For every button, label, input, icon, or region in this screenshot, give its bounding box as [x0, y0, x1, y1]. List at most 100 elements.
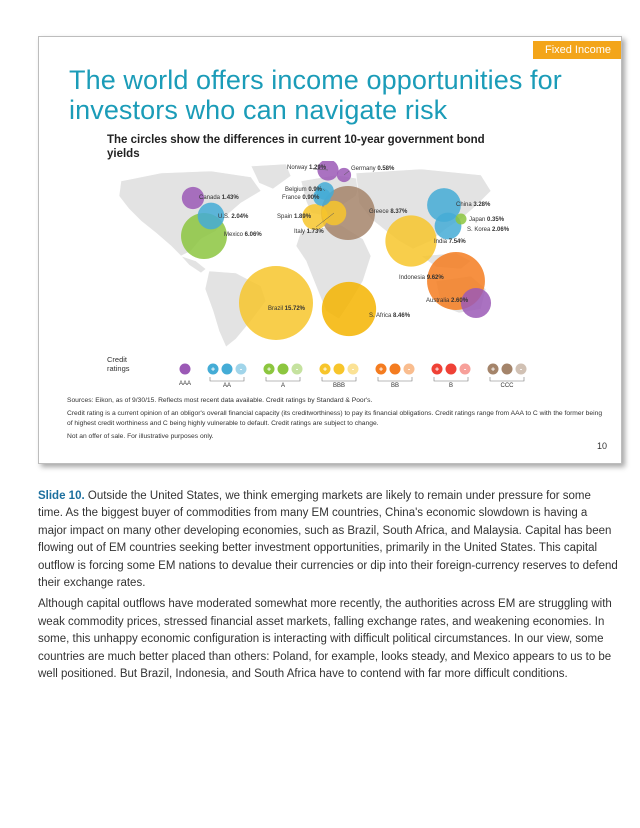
- label-country: Indonesia: [399, 275, 427, 281]
- label-country: S. Korea: [467, 227, 493, 233]
- label-yield: 0.35%: [487, 217, 505, 223]
- label-indonesia: Indonesia 9.62%: [399, 275, 444, 282]
- label-country: Canada: [199, 195, 222, 201]
- label-yield: 2.06%: [492, 227, 510, 233]
- label-s-africa: S. Africa 8.46%: [369, 313, 410, 320]
- label-australia: Australia 2.60%: [426, 298, 468, 305]
- label-yield: 0.9%: [308, 187, 323, 193]
- rating-sign: -: [296, 367, 299, 374]
- label-country: Spain: [277, 214, 295, 220]
- label-yield: 2.60%: [451, 298, 469, 304]
- sources-text: Sources: Eikon, as of 9/30/15. Reflects …: [67, 397, 373, 404]
- slide-title: The world offers income opportunities fo…: [69, 65, 562, 125]
- rating-bracket-aa: [209, 377, 245, 382]
- rating-dot-ccc-0: [487, 363, 499, 375]
- rating-dot-aa-0: [207, 363, 219, 375]
- rating-sign: -: [240, 367, 243, 374]
- central-america-shape: [180, 255, 207, 274]
- rating-dot-bbb-2: [347, 363, 359, 375]
- rating-dot-aa-2: [235, 363, 247, 375]
- section-tag: Fixed Income: [532, 41, 621, 59]
- rating-dot-bbb-0: [319, 363, 331, 375]
- rating-dot-ccc-1: [501, 363, 513, 375]
- label-mexico: Mexico 6.06%: [224, 232, 262, 239]
- rating-dot-bbb-1: [333, 363, 345, 375]
- rating-dot-b-2: [459, 363, 471, 375]
- rating-label-bb: BB: [391, 383, 399, 389]
- label-yield: 9.62%: [426, 275, 444, 281]
- rating-label-ccc: CCC: [501, 383, 515, 389]
- label-country: Mexico: [224, 232, 245, 238]
- label-spain: Spain 1.89%: [277, 214, 311, 221]
- credit-ratings-label: Credit ratings: [107, 355, 130, 373]
- bubble-spain: [302, 204, 328, 230]
- label-country: Greece: [369, 209, 391, 215]
- page-number: 10: [596, 441, 607, 451]
- leader-line-italy: [315, 212, 335, 228]
- rating-dot-a-1: [277, 363, 289, 375]
- label-yield: 8.46%: [393, 313, 411, 319]
- chart-subtitle: The circles show the differences in curr…: [107, 134, 485, 160]
- label-yield: 2.04%: [231, 214, 249, 220]
- label-china: China 3.28%: [456, 202, 490, 209]
- rating-sign: +: [323, 367, 327, 374]
- leader-line-norway: [312, 168, 329, 171]
- label-yield: 7.54%: [448, 239, 466, 245]
- label-yield: 15.72%: [284, 306, 306, 312]
- rating-dot-b-0: [431, 363, 443, 375]
- rating-label-b: B: [449, 383, 453, 389]
- bubble-australia: [460, 287, 492, 319]
- rating-dot-ccc-2: [515, 363, 527, 375]
- label-country: France: [282, 195, 303, 201]
- rating-label-aa: AA: [223, 383, 231, 389]
- label-country: Australia: [426, 298, 452, 304]
- label-italy: Italy 1.73%: [294, 229, 324, 236]
- leader-line-germany: [343, 170, 350, 176]
- rating-sign: -: [464, 367, 467, 374]
- label-germany: Germany 0.58%: [351, 166, 394, 173]
- rating-note: Credit rating is a current opinion of an…: [67, 409, 603, 428]
- label-yield: 3.28%: [473, 202, 491, 208]
- slide-panel: Fixed Income The world offers income opp…: [38, 36, 622, 464]
- rating-label-a: A: [281, 383, 285, 389]
- label-canada: Canada 1.43%: [199, 195, 239, 202]
- label-country: Brazil: [268, 306, 285, 312]
- rating-bracket-ccc: [489, 377, 525, 382]
- bubble-japan: [455, 213, 467, 225]
- label-country: Italy: [294, 229, 307, 235]
- yield-labels: Norway 1.29% Germany 0.58% Canada 1.43% Bel…: [101, 161, 509, 351]
- label-country: Belgium: [285, 187, 309, 193]
- rating-sign: +: [267, 367, 271, 374]
- rating-dot-aaa-0: [179, 363, 191, 375]
- label-norway: Norway 1.29%: [287, 165, 326, 172]
- greenland-shape: [250, 163, 292, 190]
- rating-sign: -: [352, 367, 355, 374]
- label-brazil: Brazil 15.72%: [268, 306, 305, 313]
- rating-bracket-bbb: [321, 377, 357, 382]
- label-yield: 1.29%: [309, 165, 327, 171]
- label-country: Japan: [469, 217, 488, 223]
- rating-dot-a-0: [263, 363, 275, 375]
- label-yield: 1.43%: [221, 195, 239, 201]
- bubble-s-africa: [321, 281, 377, 337]
- rating-bracket-bb: [377, 377, 413, 382]
- rating-dot-b-1: [445, 363, 457, 375]
- paragraph-1: Slide 10. Outside the United States, we …: [38, 488, 618, 592]
- label-country: S. Africa: [369, 313, 394, 319]
- label-s-korea: S. Korea 2.06%: [467, 227, 509, 234]
- label-yield: 1.89%: [294, 214, 312, 220]
- rating-bracket-b: [433, 377, 469, 382]
- world-map: Norway 1.29% Germany 0.58% Canada 1.43% Bel…: [101, 161, 509, 351]
- rating-sign: +: [491, 367, 495, 374]
- rating-sign: +: [435, 367, 439, 374]
- label-country: Germany: [351, 166, 378, 172]
- bubble-india: [385, 215, 437, 267]
- rating-dot-bb-2: [403, 363, 415, 375]
- rating-sign: -: [408, 367, 411, 374]
- rating-label-bbb: BBB: [333, 383, 345, 389]
- bubble-s-korea: [434, 212, 462, 240]
- disclaimer: Not an offer of sale. For illustrative p…: [67, 432, 214, 440]
- label-country: U.S.: [218, 214, 232, 220]
- label-country: Norway: [287, 165, 310, 171]
- paragraph-2: Although capital outflows have moderated…: [38, 598, 612, 681]
